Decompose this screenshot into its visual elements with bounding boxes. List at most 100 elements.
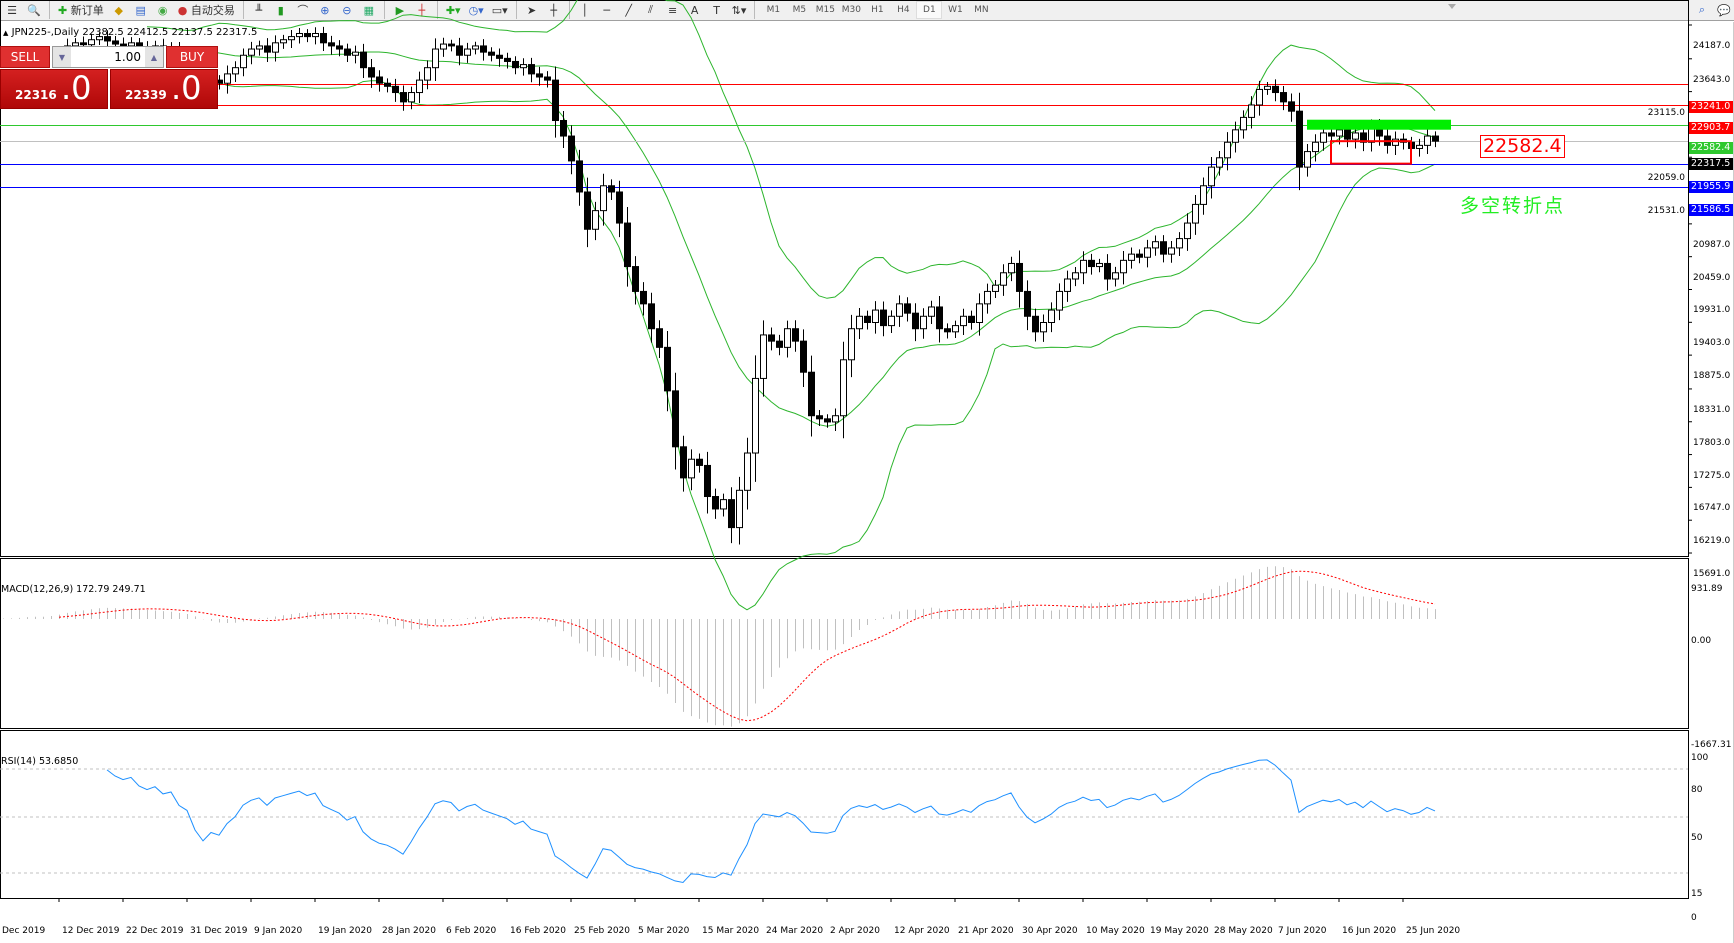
zoom-in-icon[interactable]: ⊕ xyxy=(320,3,330,17)
candle-body xyxy=(1024,290,1031,317)
timeframe-w1[interactable]: W1 xyxy=(948,5,963,15)
text-label-icon[interactable]: T xyxy=(713,3,720,17)
sell-price-button[interactable]: 22316 .0 xyxy=(0,69,108,109)
candle xyxy=(1072,267,1079,287)
candle-body xyxy=(1304,151,1311,168)
candle-body xyxy=(848,328,855,361)
bar-chart-icon[interactable]: ╨ xyxy=(255,3,263,17)
candle xyxy=(1320,126,1327,151)
horizontal-line-icon[interactable]: ─ xyxy=(603,3,610,17)
timeframe-m1[interactable]: M1 xyxy=(766,5,781,15)
lot-decrease-button[interactable]: ▼ xyxy=(53,47,71,67)
candle xyxy=(552,66,559,138)
candle xyxy=(832,408,839,431)
candle xyxy=(1288,93,1295,122)
turning-point-annotation[interactable]: 多空转折点 xyxy=(1460,195,1566,217)
templates-icon[interactable]: ▭▾ xyxy=(491,3,508,17)
candle-body xyxy=(112,40,119,45)
candle xyxy=(96,32,103,46)
history-icon[interactable]: ▤ xyxy=(135,3,146,17)
periods-clock-icon[interactable]: ◷▾ xyxy=(468,3,484,17)
auto-trading-button[interactable]: ● 自动交易 xyxy=(175,1,238,19)
candle xyxy=(768,327,775,351)
buy-button[interactable]: BUY xyxy=(166,46,218,68)
candle-body xyxy=(1128,253,1135,261)
price-axis-label: 21531.0 xyxy=(1647,206,1685,217)
candle xyxy=(1216,151,1223,176)
level-annotation[interactable]: 22582.4 xyxy=(1480,135,1565,158)
candle xyxy=(1304,143,1311,177)
equidistant-channel-icon[interactable]: ⫽ xyxy=(648,3,654,16)
candle-body xyxy=(536,73,543,78)
lot-size-input[interactable]: 1.00 xyxy=(114,50,141,64)
eraser-icon[interactable]: ◆ xyxy=(114,3,123,17)
signal-icon[interactable]: ◉ xyxy=(157,3,168,17)
fibonacci-icon[interactable]: ≡ xyxy=(668,3,678,17)
date-axis-label: 12 Apr 2020 xyxy=(894,926,950,936)
candle xyxy=(224,65,231,94)
chart-shift-icon[interactable]: ┼ xyxy=(418,3,426,17)
indicators-icon[interactable]: ✚▾ xyxy=(445,3,461,17)
candle-body xyxy=(1144,247,1151,258)
zoom-tool-icon[interactable]: 🔍 xyxy=(27,3,41,17)
candle xyxy=(248,41,255,65)
candle xyxy=(992,279,999,298)
candle-body xyxy=(1168,247,1175,255)
candle xyxy=(688,449,695,491)
bollinger-lower-line xyxy=(146,69,1436,611)
candle-body xyxy=(416,79,423,94)
candle-body xyxy=(1056,290,1063,311)
candle xyxy=(1112,266,1119,287)
candle xyxy=(1008,256,1015,282)
candle-body xyxy=(904,303,911,314)
timeframe-m5[interactable]: M5 xyxy=(792,5,807,15)
chart-area[interactable] xyxy=(0,0,1734,921)
zoom-out-icon[interactable]: ⊖ xyxy=(342,3,352,17)
timeframe-d1[interactable]: D1 xyxy=(916,1,943,19)
lot-increase-button[interactable]: ▲ xyxy=(145,47,163,67)
candle-body xyxy=(672,390,679,448)
vertical-line-icon[interactable]: │ xyxy=(581,3,588,17)
tile-windows-icon[interactable]: ▦ xyxy=(363,3,375,17)
buy-price-button[interactable]: 22339 .0 xyxy=(110,69,218,109)
lot-size-stepper[interactable]: ▼ 1.00 ▲ xyxy=(52,46,164,68)
candlestick-icon[interactable]: ▮ xyxy=(277,3,284,17)
price-axis-label: 23115.0 xyxy=(1647,107,1685,118)
candle-body xyxy=(888,315,895,327)
candle-body xyxy=(976,303,983,323)
arrows-icon[interactable]: ⇅▾ xyxy=(731,3,747,17)
candle-body xyxy=(1280,92,1287,103)
candle xyxy=(808,355,815,437)
trendline-icon[interactable]: ╱ xyxy=(625,3,632,17)
text-tool-icon[interactable]: A xyxy=(690,3,699,17)
timeframe-h4[interactable]: H4 xyxy=(897,5,910,15)
macd-axis-label: -1667.31 xyxy=(1691,740,1732,750)
candle-body xyxy=(896,303,903,317)
timeframe-m15[interactable]: M15 xyxy=(815,5,835,15)
candle xyxy=(504,52,511,69)
crosshair-icon[interactable]: ┼ xyxy=(550,3,557,17)
price-axis-label: 18875.0 xyxy=(1693,371,1731,382)
candle-body xyxy=(520,64,527,69)
candle-body xyxy=(856,315,863,330)
sell-button[interactable]: SELL xyxy=(0,46,50,68)
search-icon[interactable]: ⌕ xyxy=(1698,3,1706,16)
candle-body xyxy=(784,328,791,348)
price-axis-label: 16747.0 xyxy=(1693,503,1731,514)
candle-body xyxy=(592,210,599,230)
chat-icon[interactable]: 💬 xyxy=(1717,3,1731,17)
timeframe-mn[interactable]: MN xyxy=(974,5,989,15)
new-order-button[interactable]: ✚ 新订单 xyxy=(55,1,107,19)
candle-body xyxy=(320,32,327,44)
cursor-icon[interactable]: ➤ xyxy=(527,3,537,17)
line-chart-icon[interactable]: ⌒ xyxy=(297,4,309,17)
auto-scroll-icon[interactable]: ▶ xyxy=(395,3,405,17)
menu-icon[interactable]: ☰ xyxy=(7,3,17,17)
timeframe-h1[interactable]: H1 xyxy=(871,5,884,15)
candle xyxy=(1192,194,1199,235)
candle-body xyxy=(432,48,439,69)
candle-body xyxy=(1320,132,1327,143)
candle-body xyxy=(1296,110,1303,168)
timeframe-m30[interactable]: M30 xyxy=(841,5,861,15)
price-axis-label: 20459.0 xyxy=(1693,272,1731,283)
